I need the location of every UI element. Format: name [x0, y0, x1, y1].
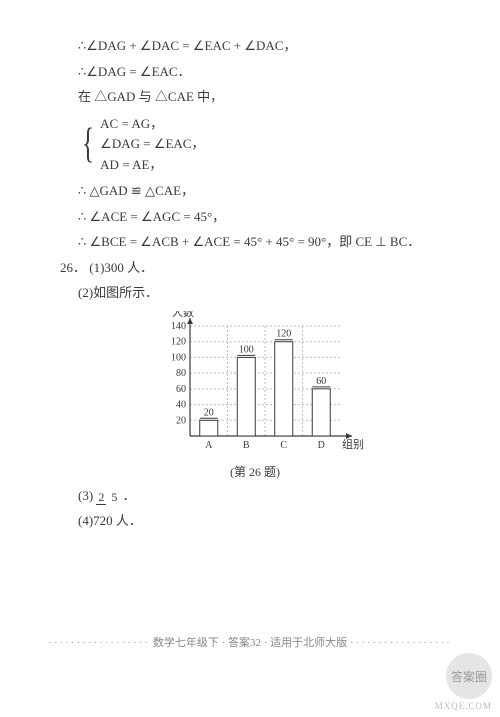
q26-p4: (4)720 人． — [78, 511, 450, 531]
proof-line: 在 △GAD 与 △CAE 中， — [78, 87, 450, 107]
svg-text:60: 60 — [176, 383, 186, 394]
svg-text:20: 20 — [204, 407, 214, 418]
q26-p1: (1)300 人． — [89, 260, 153, 275]
svg-text:100: 100 — [239, 344, 254, 355]
proof-line: ∴ ∠BCE = ∠ACB + ∠ACE = 45° + 45° = 90°，即… — [78, 232, 450, 252]
svg-text:20: 20 — [176, 415, 186, 426]
figure-wrap: 20 40 60 80 100 120 140 20 A 100 B 120 C 60 D 人数组别 (第 2… — [60, 311, 450, 480]
proof-line: ∴∠DAG = ∠EAC． — [78, 62, 450, 82]
bar-chart: 20 40 60 80 100 120 140 20 A 100 B 120 C 60 D 人数组别 — [145, 311, 365, 461]
svg-text:组别: 组别 — [342, 437, 364, 451]
q26-p3: (3) 2 5 ． — [78, 486, 450, 506]
proof-line: ∴ ∠ACE = ∠AGC = 45°， — [78, 207, 450, 227]
watermark-url: MXQE.COM — [435, 701, 492, 711]
svg-text:140: 140 — [171, 321, 186, 332]
svg-text:A: A — [205, 440, 213, 451]
p3-suffix: ． — [123, 488, 136, 503]
svg-text:D: D — [318, 440, 325, 451]
brace-row: ∠DAG = ∠EAC， — [100, 134, 204, 154]
proof-line: ∴∠DAG + ∠DAC = ∠EAC + ∠DAC， — [78, 36, 450, 56]
footer-dots: ·················· — [48, 637, 150, 649]
q26: 26． (1)300 人． — [60, 258, 450, 278]
svg-text:C: C — [280, 440, 287, 451]
footer-dots: ·················· — [350, 637, 452, 649]
svg-text:人数: 人数 — [172, 311, 194, 319]
svg-text:80: 80 — [176, 368, 186, 379]
proof-line: ∴ △GAD ≌ △CAE， — [78, 181, 450, 201]
svg-text:40: 40 — [176, 399, 186, 410]
fraction-denominator: 5 — [109, 490, 119, 504]
fraction-numerator: 2 — [96, 490, 106, 505]
svg-text:60: 60 — [316, 375, 326, 386]
brace-system: { AC = AG， ∠DAG = ∠EAC， AD = AE， — [78, 113, 450, 176]
p3-prefix: (3) — [78, 488, 93, 503]
fraction: 2 5 — [96, 491, 119, 503]
brace-row: AC = AG， — [100, 114, 204, 134]
svg-text:120: 120 — [276, 328, 291, 339]
page: ∴∠DAG + ∠DAC = ∠EAC + ∠DAC， ∴∠DAG = ∠EAC… — [0, 0, 500, 680]
footer-text: 数学七年级下 · 答案32 · 适用于北师大版 — [153, 637, 350, 649]
svg-text:B: B — [243, 440, 250, 451]
brace-row: AD = AE， — [100, 155, 204, 175]
left-brace-icon: { — [82, 123, 94, 165]
svg-text:100: 100 — [171, 352, 186, 363]
q26-number: 26． — [60, 260, 86, 275]
page-footer: ·················· 数学七年级下 · 答案32 · 适用于北师… — [0, 634, 500, 650]
svg-text:120: 120 — [171, 336, 186, 347]
figure-caption: (第 26 题) — [60, 463, 450, 480]
q26-p2: (2)如图所示． — [78, 283, 450, 303]
